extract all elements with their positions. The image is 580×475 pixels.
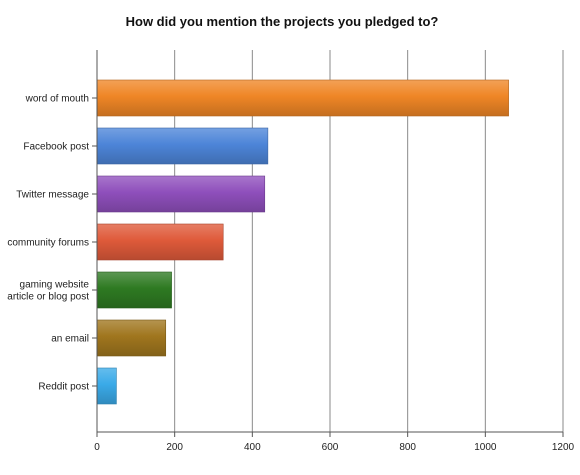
category-label: Facebook post <box>23 142 89 153</box>
bar <box>96 79 509 117</box>
bar <box>96 175 266 213</box>
x-tick-label: 0 <box>94 442 100 453</box>
bar <box>96 367 117 405</box>
category-label: gaming website article or blog post <box>7 280 89 303</box>
category-label: word of mouth <box>25 94 89 105</box>
x-tick-label: 1000 <box>474 442 497 453</box>
category-label: Twitter message <box>16 190 89 201</box>
category-label: Reddit post <box>38 382 89 393</box>
bar <box>96 127 269 165</box>
axes <box>92 50 564 437</box>
category-labels: word of mouth Facebook post Twitter messag… <box>7 94 89 393</box>
chart-title: How did you mention the projects you ple… <box>126 14 439 29</box>
bar <box>96 319 167 357</box>
x-tick-label: 1200 <box>552 442 575 453</box>
x-tick-label: 200 <box>166 442 183 453</box>
x-tick-label: 400 <box>244 442 261 453</box>
bars <box>96 79 509 405</box>
x-tick-label: 800 <box>399 442 416 453</box>
x-tick-labels: 0 200 400 600 800 1000 1200 <box>94 442 574 453</box>
category-label: community forums <box>7 238 89 249</box>
category-label: an email <box>51 334 89 345</box>
bar <box>96 271 172 309</box>
x-tick-label: 600 <box>322 442 339 453</box>
bar <box>96 223 224 261</box>
